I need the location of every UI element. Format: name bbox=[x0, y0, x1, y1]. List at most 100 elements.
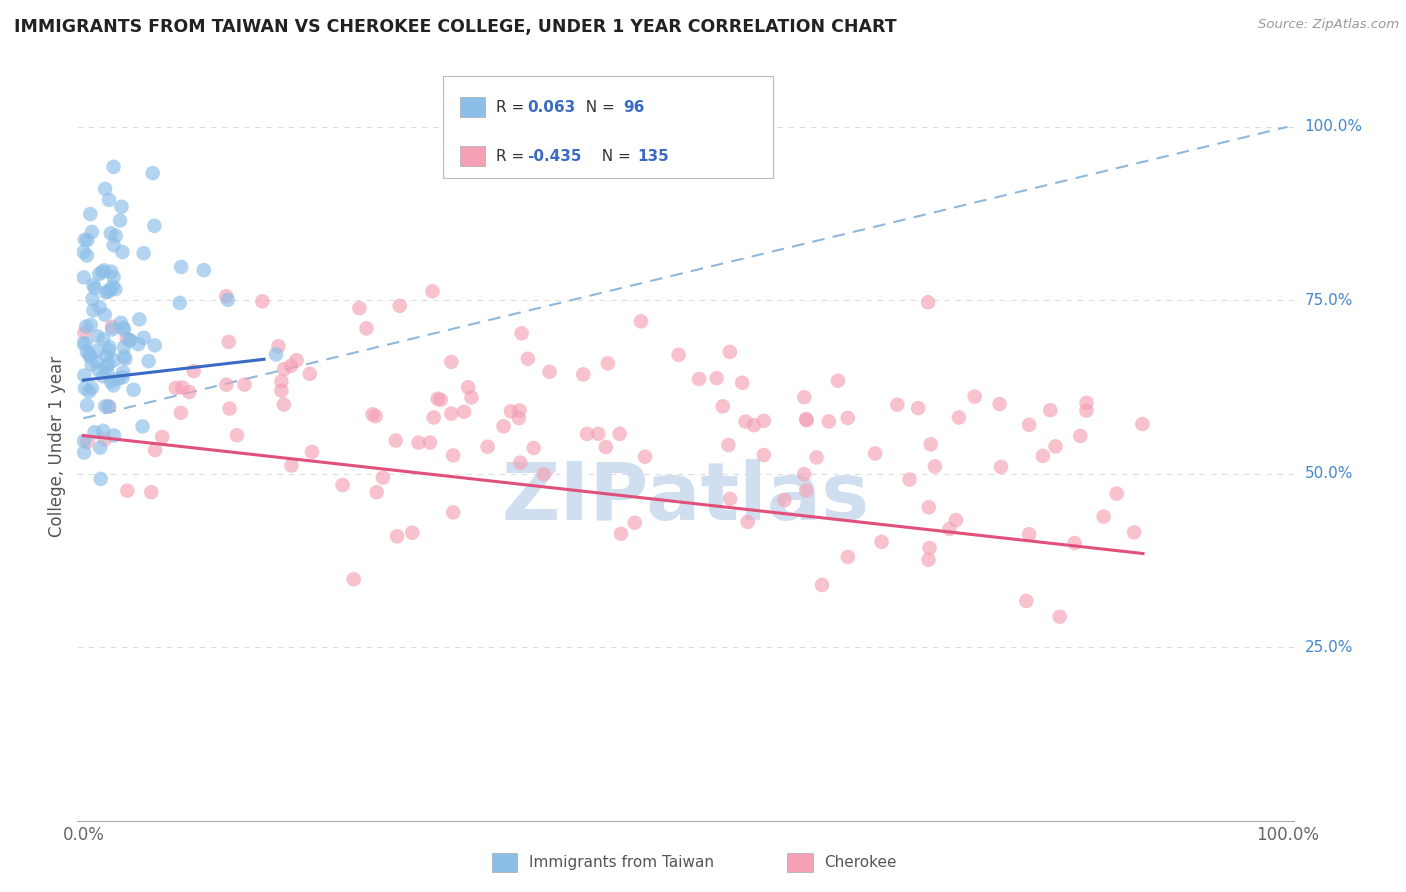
Point bbox=[93, 333, 115, 347]
Point bbox=[734, 415, 756, 429]
Point bbox=[80, 381, 103, 395]
Point bbox=[82, 277, 104, 292]
Point bbox=[169, 296, 191, 310]
Point bbox=[118, 333, 141, 347]
Text: -0.435: -0.435 bbox=[527, 149, 582, 163]
Point bbox=[96, 348, 118, 362]
Point bbox=[440, 355, 463, 369]
Point bbox=[91, 265, 114, 279]
Text: N =: N = bbox=[592, 149, 636, 163]
Text: 50.0%: 50.0% bbox=[1305, 467, 1353, 482]
Point bbox=[1105, 486, 1128, 500]
Point bbox=[273, 362, 295, 376]
Point bbox=[218, 401, 240, 416]
Point bbox=[86, 344, 108, 359]
Point bbox=[72, 245, 94, 260]
Point bbox=[86, 329, 108, 343]
Point bbox=[143, 219, 166, 233]
Point bbox=[477, 440, 499, 454]
Point bbox=[264, 347, 287, 361]
Point bbox=[706, 371, 728, 385]
Point bbox=[630, 314, 652, 328]
Point bbox=[596, 356, 619, 370]
Point bbox=[988, 397, 1011, 411]
Point bbox=[301, 445, 323, 459]
Text: Immigrants from Taiwan: Immigrants from Taiwan bbox=[529, 855, 714, 870]
Point bbox=[827, 374, 849, 388]
Point bbox=[1076, 403, 1098, 417]
Point bbox=[108, 213, 131, 227]
Point bbox=[143, 443, 166, 458]
Point bbox=[112, 340, 135, 354]
Point bbox=[1018, 527, 1040, 541]
Point bbox=[118, 334, 141, 348]
Text: 25.0%: 25.0% bbox=[1305, 640, 1353, 655]
Point bbox=[1063, 536, 1085, 550]
Point bbox=[217, 293, 239, 307]
Point bbox=[349, 301, 371, 316]
Point bbox=[172, 380, 194, 394]
Point bbox=[96, 365, 118, 379]
Point bbox=[143, 338, 166, 352]
Point bbox=[1039, 403, 1062, 417]
Text: 100.0%: 100.0% bbox=[1305, 120, 1362, 135]
Point bbox=[1015, 594, 1038, 608]
Point bbox=[794, 483, 817, 498]
Point bbox=[806, 450, 828, 465]
Point bbox=[72, 336, 94, 351]
Point bbox=[76, 434, 98, 449]
Point bbox=[101, 279, 124, 293]
Point bbox=[73, 434, 96, 448]
Point bbox=[94, 400, 117, 414]
Point bbox=[426, 392, 449, 406]
Point bbox=[215, 377, 238, 392]
Point bbox=[252, 294, 274, 309]
Point bbox=[96, 285, 118, 300]
Point bbox=[101, 322, 124, 336]
Point bbox=[793, 467, 815, 482]
Point bbox=[132, 246, 155, 260]
Point bbox=[1069, 429, 1091, 443]
Text: 0.063: 0.063 bbox=[527, 100, 575, 114]
Point bbox=[385, 529, 408, 543]
Point bbox=[920, 437, 942, 451]
Point bbox=[609, 426, 631, 441]
Point bbox=[298, 367, 321, 381]
Point bbox=[1032, 449, 1054, 463]
Point bbox=[280, 359, 302, 373]
Point bbox=[718, 345, 741, 359]
Point bbox=[356, 321, 378, 335]
Point bbox=[75, 336, 97, 351]
Point bbox=[97, 400, 120, 414]
Point bbox=[80, 358, 103, 372]
Point bbox=[595, 440, 617, 454]
Point bbox=[752, 448, 775, 462]
Point bbox=[422, 410, 444, 425]
Point bbox=[731, 376, 754, 390]
Point bbox=[215, 289, 238, 303]
Point bbox=[80, 225, 103, 239]
Point bbox=[280, 458, 302, 473]
Point bbox=[98, 283, 121, 297]
Point bbox=[79, 350, 101, 364]
Point bbox=[87, 363, 110, 377]
Point bbox=[917, 552, 939, 566]
Point bbox=[576, 426, 599, 441]
Point bbox=[508, 403, 530, 417]
Point bbox=[634, 450, 657, 464]
Point bbox=[73, 381, 96, 395]
Text: 135: 135 bbox=[637, 149, 669, 163]
Point bbox=[104, 228, 127, 243]
Point bbox=[1049, 609, 1071, 624]
Point bbox=[509, 456, 531, 470]
Point bbox=[492, 419, 515, 434]
Point bbox=[112, 323, 135, 337]
Point bbox=[332, 478, 354, 492]
Point bbox=[688, 372, 710, 386]
Point bbox=[73, 368, 96, 383]
Point bbox=[1132, 417, 1154, 431]
Point bbox=[1018, 417, 1040, 432]
Point bbox=[80, 318, 103, 332]
Point bbox=[170, 406, 193, 420]
Point bbox=[122, 383, 145, 397]
